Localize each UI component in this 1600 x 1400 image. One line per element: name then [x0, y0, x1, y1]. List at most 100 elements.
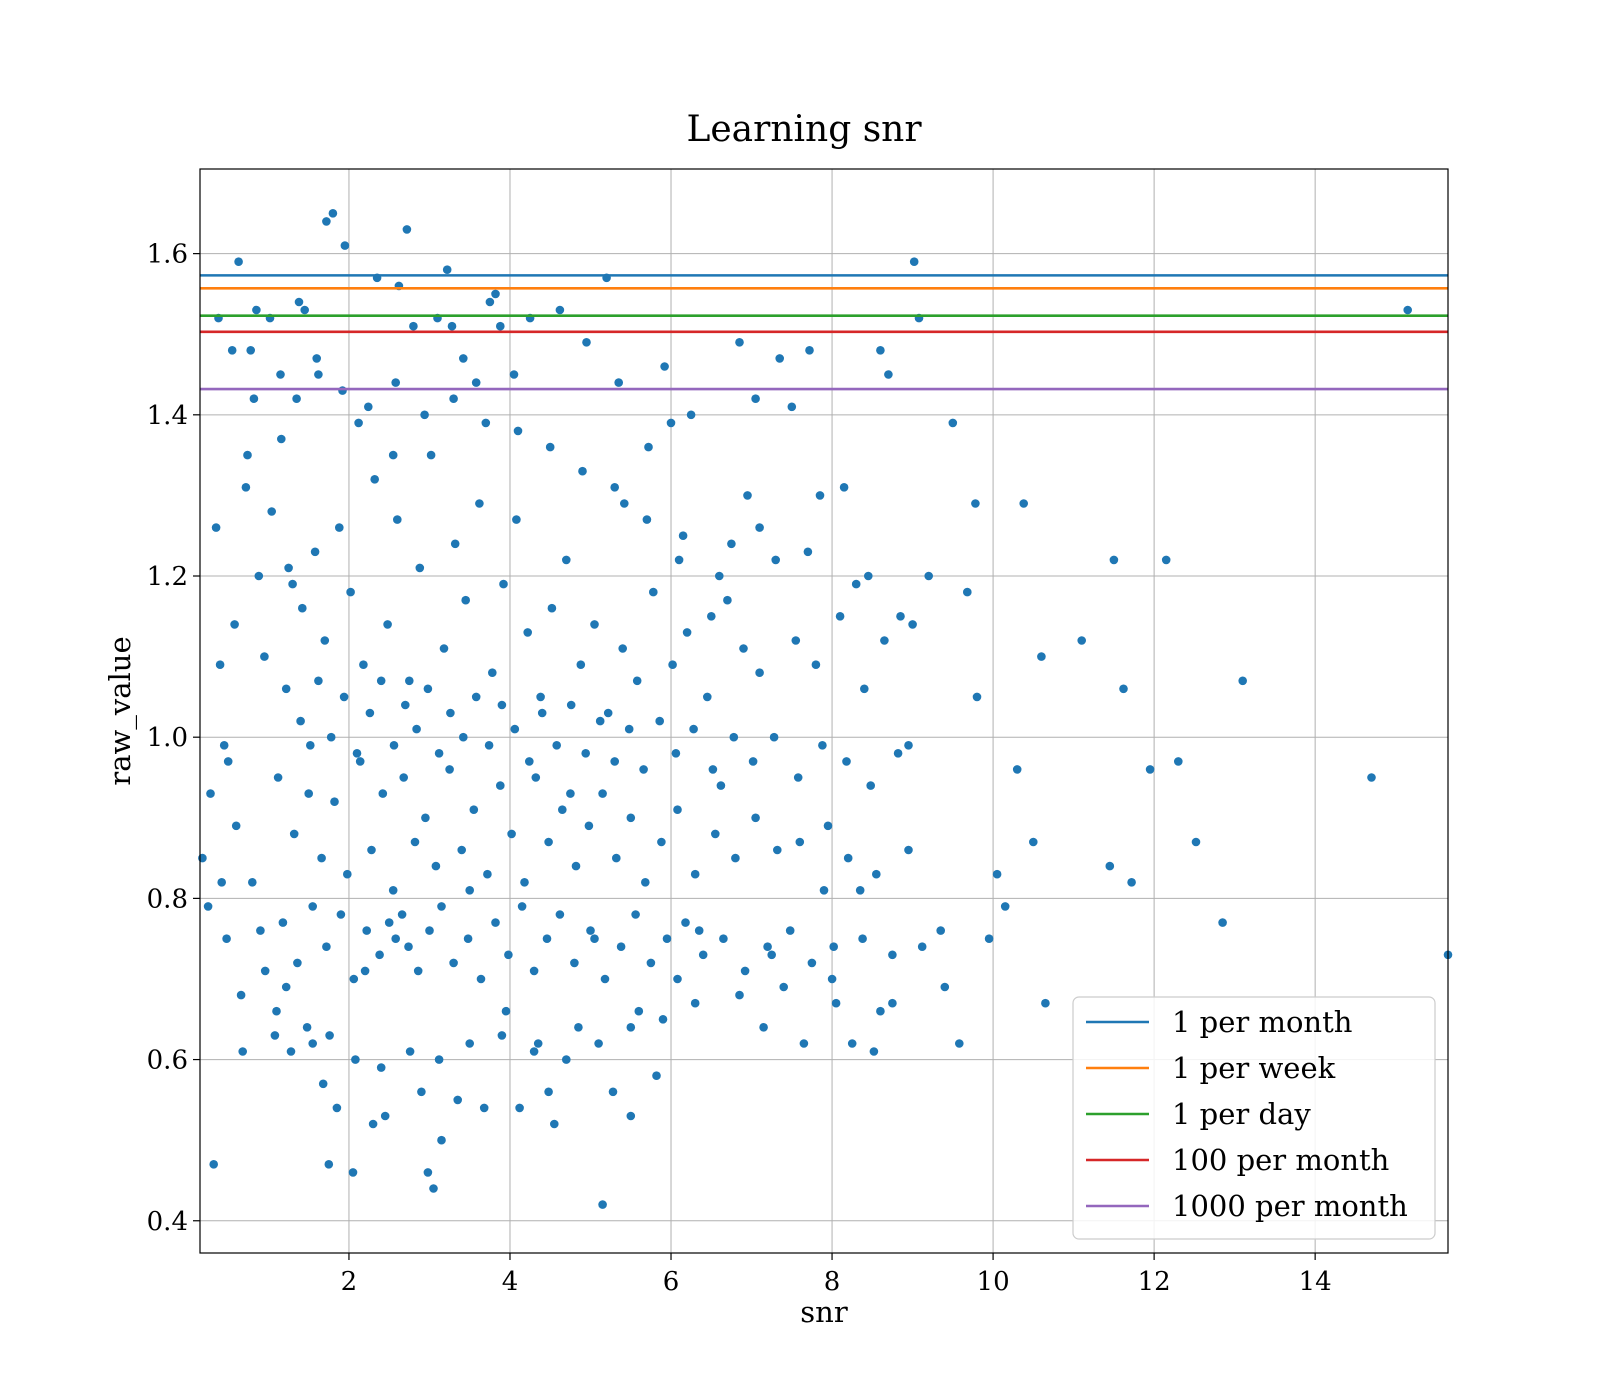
scatter-point [211, 523, 221, 532]
scatter-point [610, 483, 619, 492]
scatter-point [620, 499, 629, 508]
scatter-point [590, 620, 599, 629]
scatter-point [362, 926, 372, 935]
scatter-point [234, 257, 243, 267]
scatter-point [401, 700, 410, 710]
scatter-point [785, 926, 795, 935]
x-tick-label: 2 [341, 1267, 358, 1297]
scatter-point [660, 362, 669, 371]
scatter-point [288, 579, 297, 589]
scatter-point [594, 1039, 603, 1048]
scatter-point [795, 837, 805, 847]
scatter-point [698, 950, 708, 960]
scatter-point [818, 741, 827, 750]
scatter-point [555, 910, 565, 919]
scatter-point [421, 813, 430, 823]
scatter-point [504, 950, 513, 960]
scatter-point [471, 692, 481, 702]
scatter-point [904, 741, 913, 750]
scatter-point [260, 966, 270, 976]
scatter-point [525, 757, 534, 766]
scatter-point [397, 910, 407, 919]
scatter-point [375, 950, 384, 960]
scatter-point [457, 845, 467, 855]
reference-lines [200, 274, 1448, 391]
scatter-point [716, 781, 726, 790]
scatter-point [281, 982, 291, 992]
scatter-point [940, 982, 950, 992]
scatter-point [727, 539, 736, 549]
y-axis-label: raw_value [103, 636, 138, 785]
scatter-point [603, 708, 613, 718]
scatter-point [349, 974, 359, 984]
scatter-point [241, 483, 251, 492]
scatter-point [453, 1095, 463, 1105]
scatter-point [488, 668, 497, 677]
scatter-point [320, 636, 330, 645]
scatter-point [618, 644, 627, 653]
scatter-point [612, 853, 621, 863]
scatter-point [763, 942, 772, 951]
scatter-point [289, 829, 299, 839]
scatter-point [799, 1039, 809, 1048]
scatter-point [917, 942, 927, 951]
scatter-point [755, 668, 764, 677]
scatter-point [340, 241, 350, 250]
scatter-point [481, 418, 491, 428]
scatter-point [626, 1111, 636, 1121]
scatter-point [465, 1039, 475, 1048]
scatter-point [639, 765, 648, 774]
scatter-point [876, 1006, 885, 1016]
scatter-point [595, 716, 605, 726]
scatter-point [425, 926, 434, 935]
x-tick-label: 6 [663, 1267, 680, 1297]
scatter-point [972, 692, 982, 702]
scatter-point [286, 1047, 296, 1056]
scatter-point [507, 829, 516, 839]
scatter-point [924, 571, 933, 581]
scatter-point [682, 628, 692, 637]
legend-label: 1000 per month [1172, 1189, 1408, 1223]
scatter-point [300, 305, 310, 315]
scatter-point [1127, 878, 1136, 887]
scatter-point [707, 612, 716, 621]
scatter-point [755, 523, 764, 532]
scatter-point [1105, 861, 1115, 871]
scatter-point [1191, 837, 1201, 847]
scatter-point [198, 853, 207, 863]
scatter-point [586, 926, 595, 935]
scatter-point [558, 805, 567, 814]
scatter-point [984, 934, 994, 943]
scatter-point [908, 620, 917, 629]
scatter-point [346, 587, 355, 597]
scatter-point [431, 861, 441, 871]
scatter-point [936, 926, 945, 935]
scatter-point [893, 749, 903, 758]
scatter-point [413, 966, 423, 976]
scatter-point [948, 418, 958, 428]
scatter-point [278, 918, 288, 927]
scatter-point [308, 902, 318, 911]
scatter-point [992, 869, 1002, 879]
scatter-point [576, 660, 586, 669]
scatter-point [668, 660, 677, 669]
scatter-point [238, 1047, 247, 1056]
scatter-point [304, 789, 314, 798]
scatter-point [515, 1103, 524, 1113]
scatter-point [296, 716, 305, 726]
scatter-point [378, 789, 388, 798]
scatter-point [281, 684, 291, 694]
scatter-point [219, 741, 229, 750]
scatter-point [277, 434, 286, 444]
scatter-point [566, 789, 575, 798]
scatter-point [376, 1063, 386, 1072]
scatter-point [562, 1055, 571, 1064]
scatter-point [731, 853, 740, 863]
scatter-point [423, 1168, 433, 1177]
scatter-point [330, 797, 339, 806]
scatter-point [293, 958, 302, 968]
scatter-point [404, 942, 413, 951]
scatter-point [475, 499, 484, 508]
scatter-point [471, 378, 481, 387]
scatter-point [694, 926, 704, 935]
